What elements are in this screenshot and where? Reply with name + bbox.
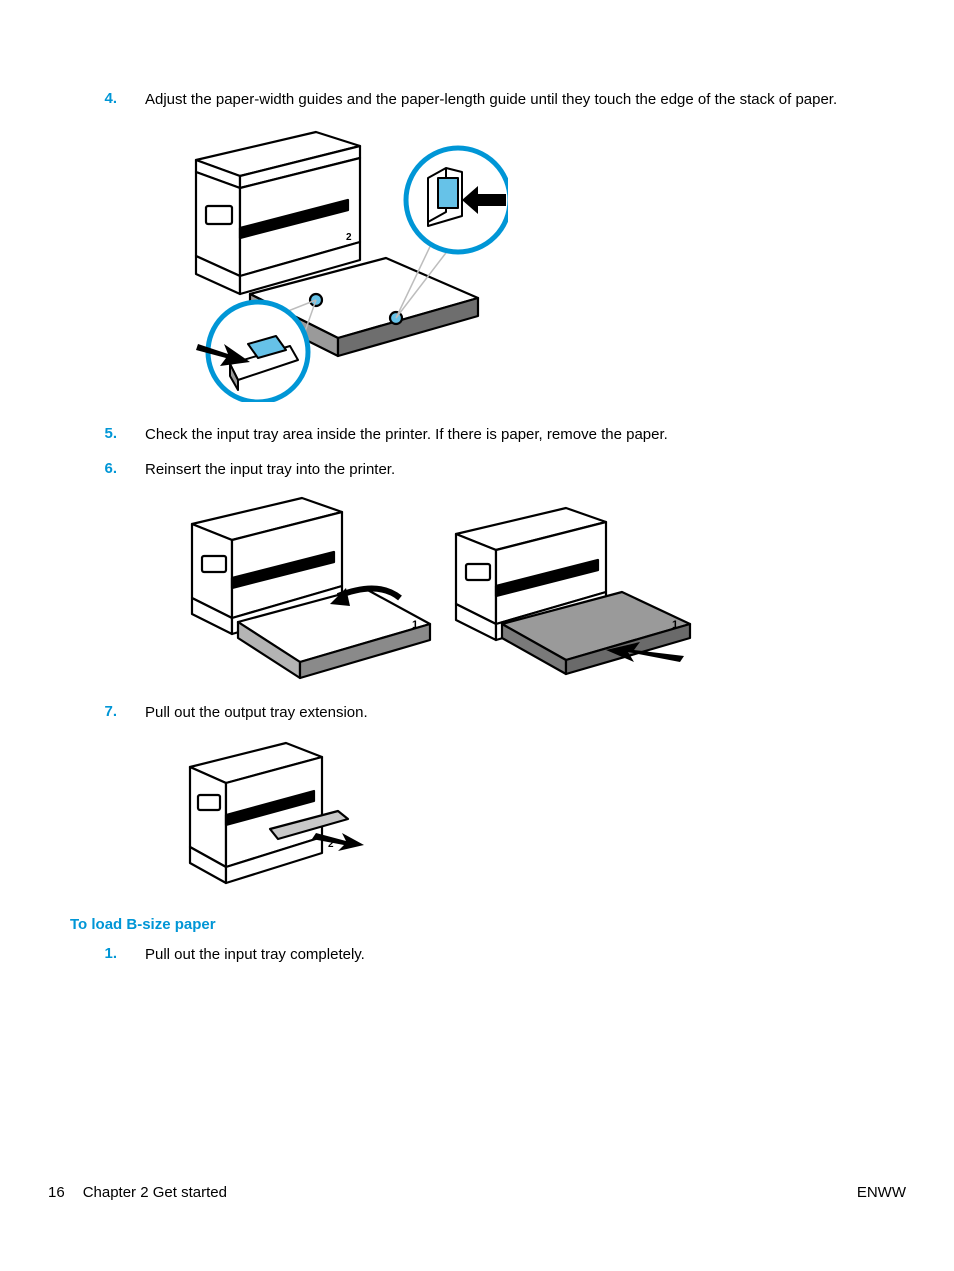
figure-step7: 2 (178, 737, 884, 896)
printer-insert-tray-1-illustration: 1 (178, 494, 438, 680)
step-b1: 1. Pull out the input tray completely. (70, 945, 884, 965)
figure-step6: 1 (178, 494, 884, 685)
step-b1-number: 1. (70, 945, 145, 962)
svg-text:1: 1 (672, 619, 678, 631)
printer-insert-tray-2-illustration: 1 (442, 504, 702, 680)
step-4: 4. Adjust the paper-width guides and the… (70, 90, 884, 110)
step-5-number: 5. (70, 425, 145, 442)
page-footer: 16 Chapter 2 Get started ENWW (48, 1184, 906, 1201)
footer-chapter: Chapter 2 Get started (83, 1184, 227, 1201)
footer-left: 16 Chapter 2 Get started (48, 1184, 227, 1201)
figure-step4: 2 (178, 124, 884, 407)
printer-adjust-guides-illustration: 2 (178, 124, 508, 402)
step-5-text: Check the input tray area inside the pri… (145, 425, 884, 445)
svg-text:2: 2 (346, 232, 352, 243)
step-7-text: Pull out the output tray extension. (145, 703, 884, 723)
printer-output-extension-illustration: 2 (178, 737, 373, 891)
section-b-heading: To load B-size paper (70, 916, 884, 933)
step-7: 7. Pull out the output tray extension. (70, 703, 884, 723)
footer-page-number: 16 (48, 1184, 65, 1201)
step-4-text: Adjust the paper-width guides and the pa… (145, 90, 884, 110)
footer-lang: ENWW (857, 1184, 906, 1201)
step-b1-text: Pull out the input tray completely. (145, 945, 884, 965)
step-4-number: 4. (70, 90, 145, 107)
svg-text:1: 1 (412, 619, 418, 631)
step-6-number: 6. (70, 460, 145, 477)
step-6: 6. Reinsert the input tray into the prin… (70, 460, 884, 480)
step-6-text: Reinsert the input tray into the printer… (145, 460, 884, 480)
step-5: 5. Check the input tray area inside the … (70, 425, 884, 445)
step-7-number: 7. (70, 703, 145, 720)
